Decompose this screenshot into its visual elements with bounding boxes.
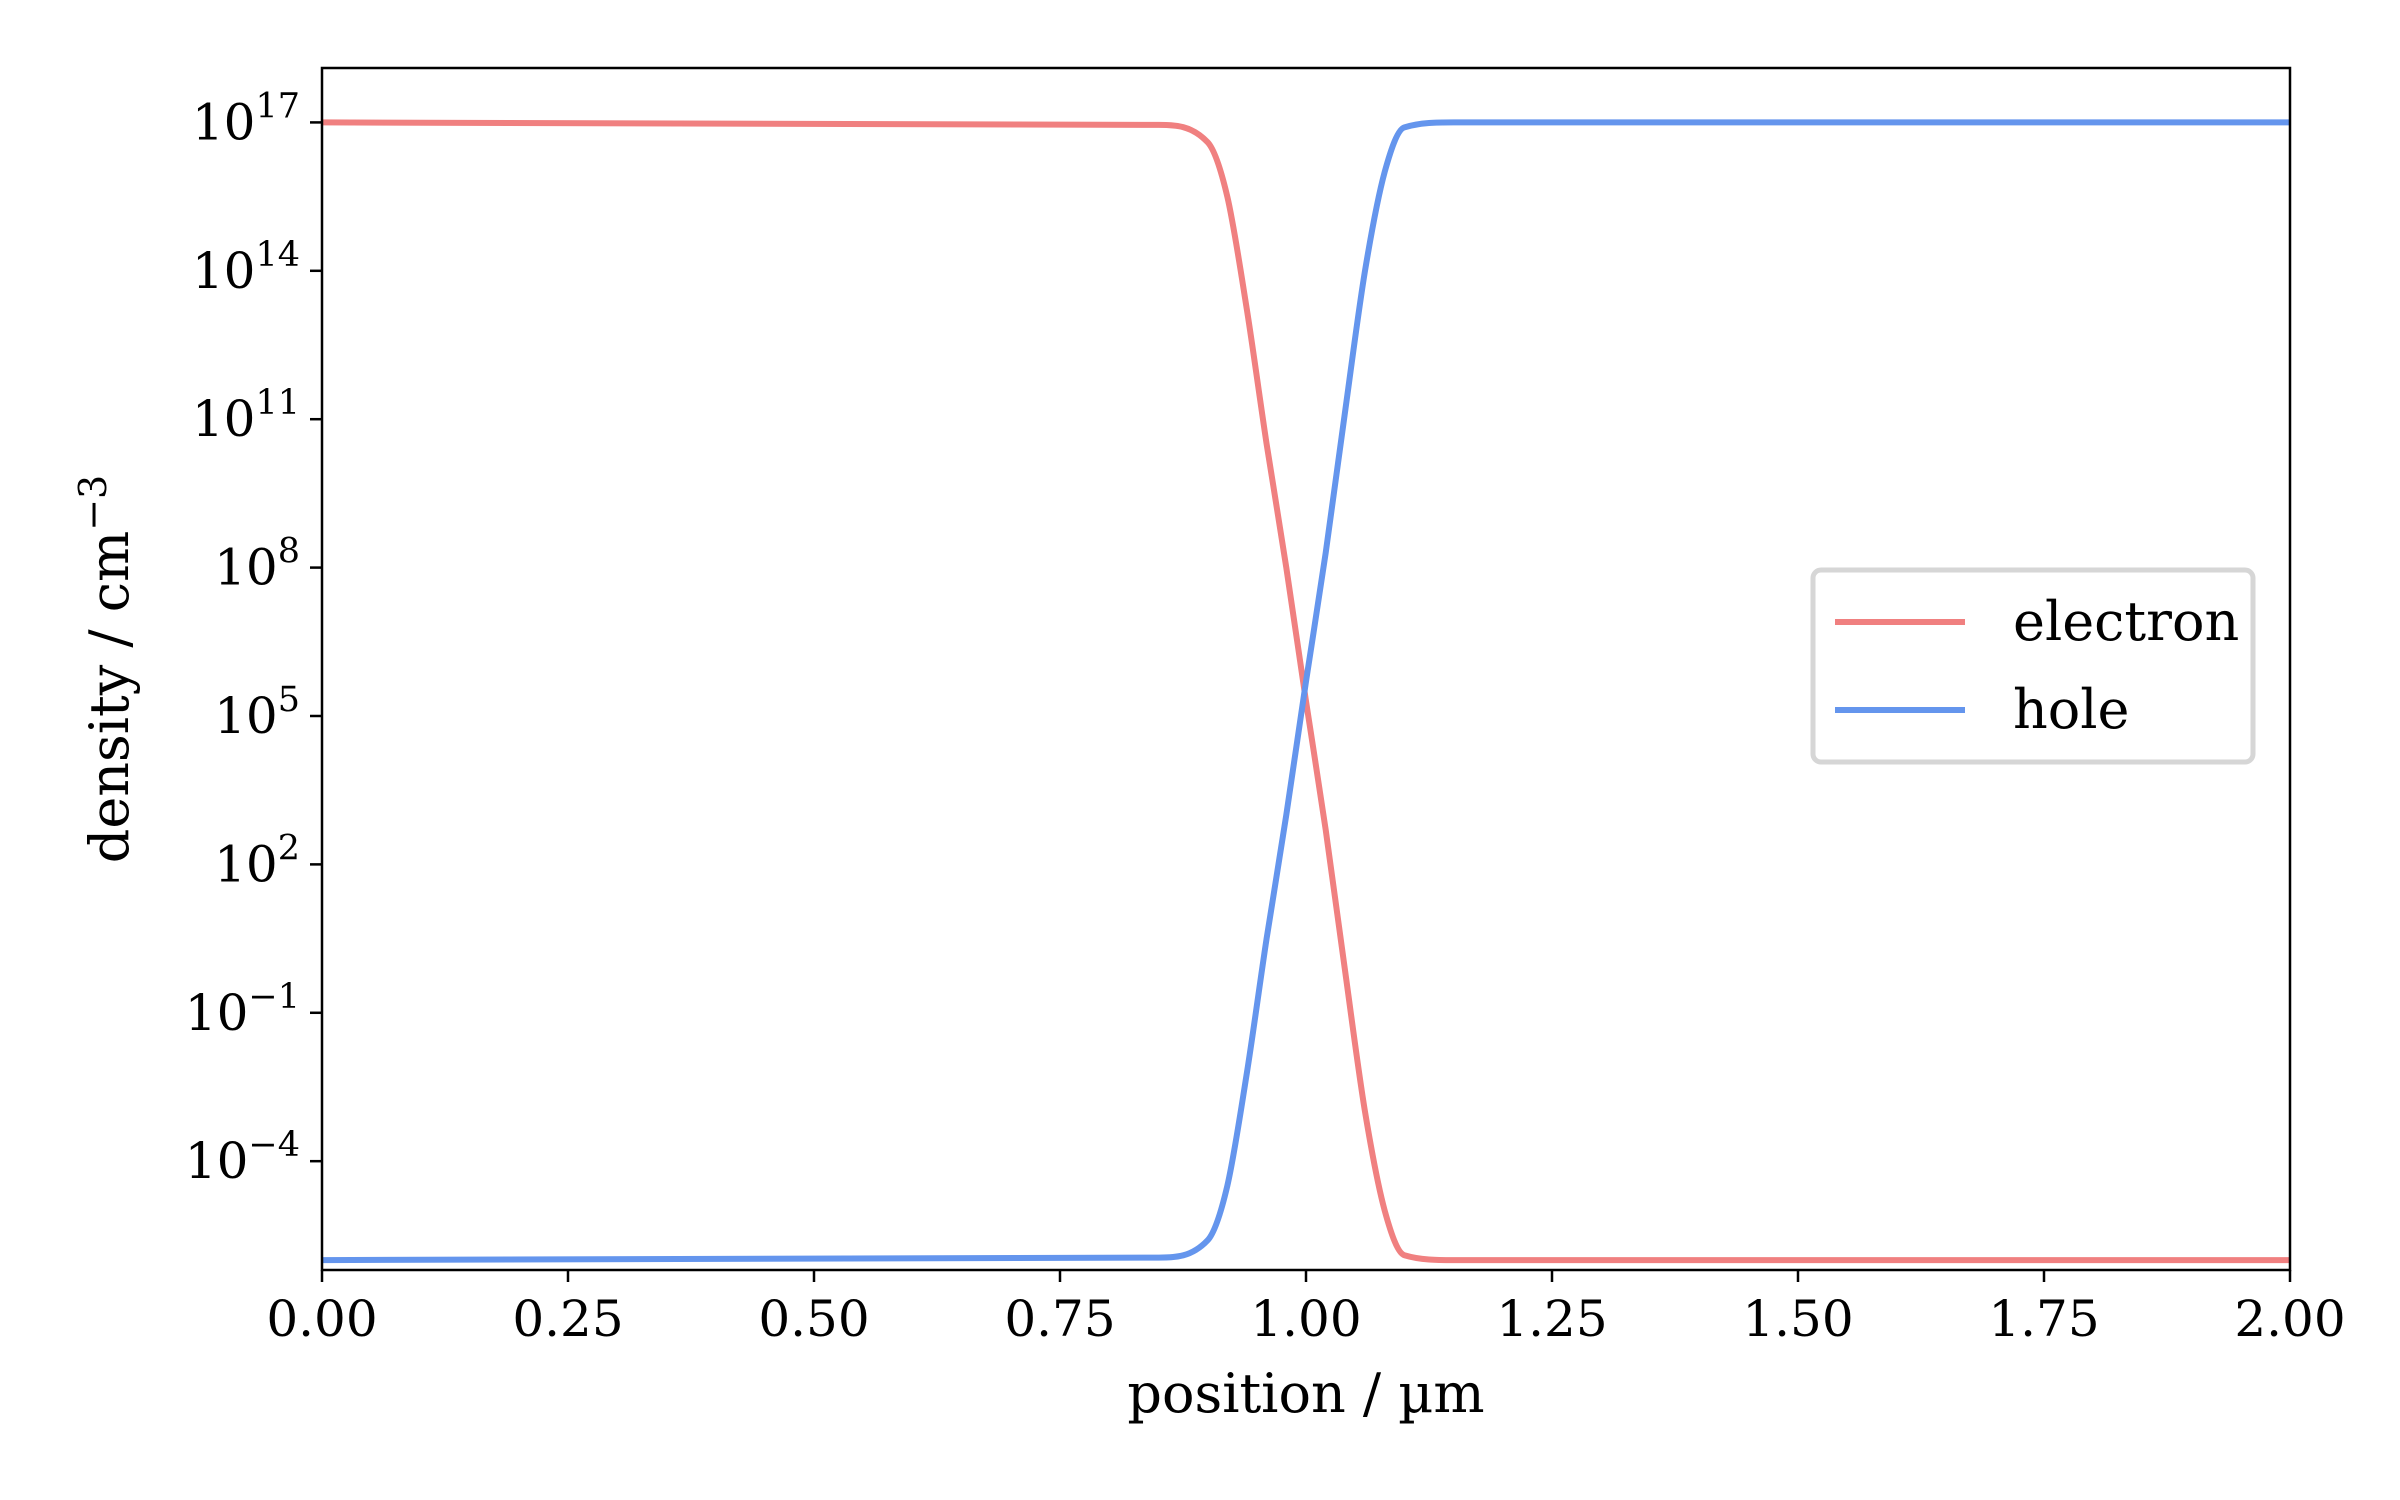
y-axis-ticks: 1017 1014 1011 108 105 102 10−1 10−4: [185, 86, 322, 1190]
x-axis-label: position / µm: [1127, 1362, 1484, 1425]
legend-box: [1810, 567, 2256, 765]
y-axis-label-exponent: −3: [71, 475, 115, 531]
x-tick-label: 1.00: [1250, 1290, 1361, 1348]
x-tick-label: 0.50: [758, 1290, 869, 1348]
y-tick-label: 1011: [192, 383, 300, 448]
y-tick-label: 1014: [192, 235, 300, 300]
y-tick-label: 1017: [192, 86, 300, 151]
legend-label-hole: hole: [2013, 678, 2130, 741]
x-tick-label: 2.00: [2234, 1290, 2345, 1348]
x-tick-label: 1.50: [1742, 1290, 1853, 1348]
series-layer: [321, 119, 2290, 1264]
legend-label-electron: electron: [2013, 590, 2239, 653]
series-line-hole: [321, 119, 2290, 1264]
legend: electron hole: [1810, 567, 2256, 765]
x-tick-label: 0.75: [1004, 1290, 1115, 1348]
y-tick-label: 105: [214, 680, 300, 745]
y-tick-label: 108: [214, 532, 300, 597]
x-tick-label: 1.25: [1496, 1290, 1607, 1348]
y-tick-label: 10−4: [185, 1125, 300, 1190]
y-tick-label: 10−1: [185, 977, 300, 1042]
x-tick-label: 0.00: [266, 1290, 377, 1348]
y-tick-label: 102: [214, 828, 300, 893]
x-tick-label: 1.75: [1988, 1290, 2099, 1348]
x-axis-ticks: 0.00 0.25 0.50 0.75 1.00 1.25 1.50 1.75 2.00: [266, 1270, 2346, 1348]
y-axis-label: density / cm−3: [71, 475, 141, 864]
y-axis-label-base: density / cm: [78, 531, 141, 863]
x-tick-label: 0.25: [512, 1290, 623, 1348]
